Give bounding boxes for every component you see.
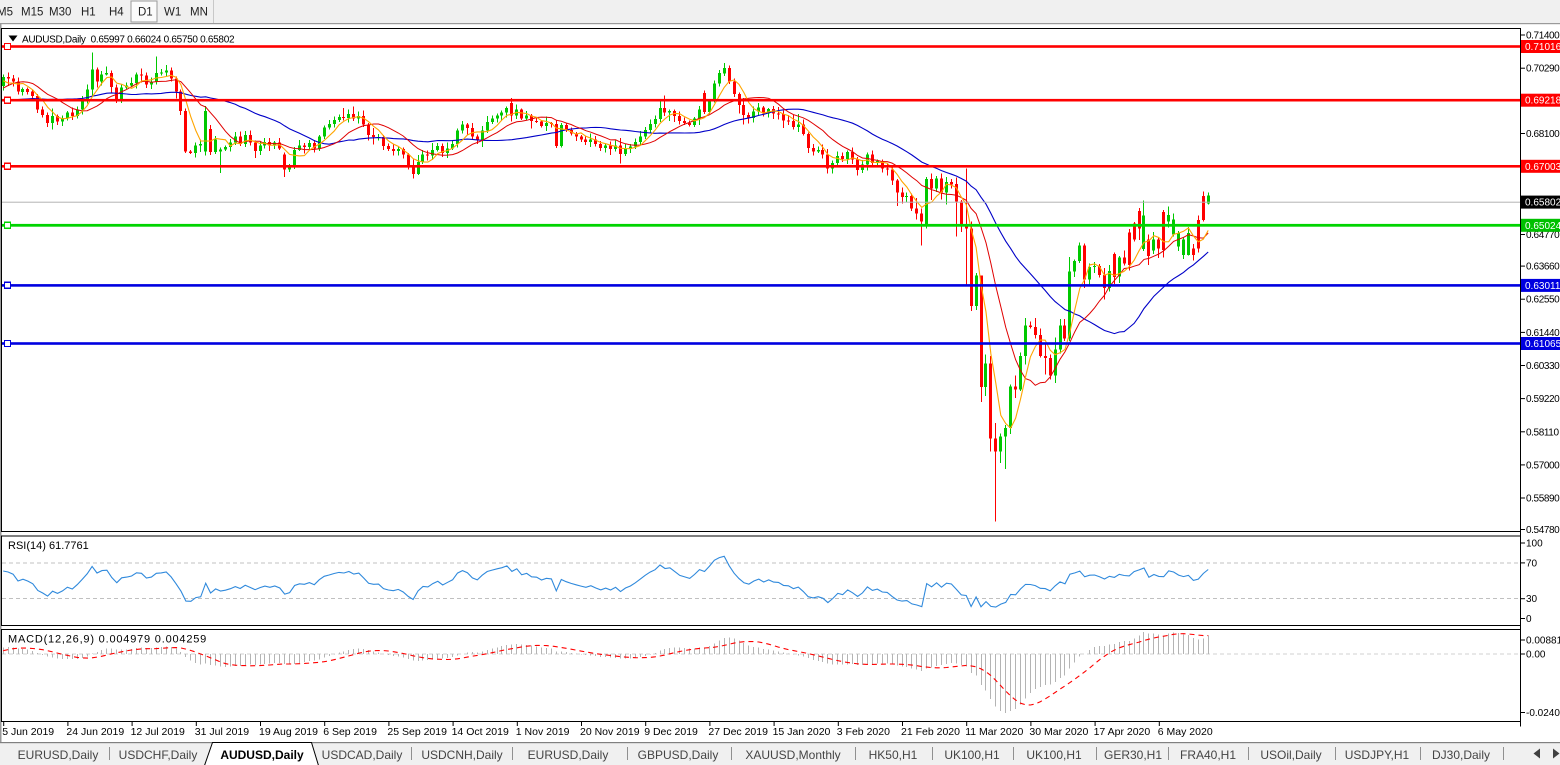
svg-text:100: 100 [1526,539,1543,550]
svg-text:0.63011: 0.63011 [1525,281,1560,292]
svg-text:0.71400: 0.71400 [1526,31,1560,42]
svg-text:D1: D1 [138,7,153,19]
svg-text:1 Nov 2019: 1 Nov 2019 [516,726,570,738]
svg-text:31 Jul 2019: 31 Jul 2019 [195,726,249,738]
svg-text:5 Jun 2019: 5 Jun 2019 [2,726,54,738]
svg-text:MN: MN [190,7,208,19]
svg-text:20 Nov 2019: 20 Nov 2019 [580,726,640,738]
svg-text:0.67003: 0.67003 [1525,162,1560,173]
svg-text:30: 30 [1526,594,1538,605]
svg-text:0.008815: 0.008815 [1526,636,1560,647]
svg-text:0.69218: 0.69218 [1525,96,1560,107]
svg-text:0.59220: 0.59220 [1526,394,1560,405]
svg-text:0.65024: 0.65024 [1525,221,1560,232]
svg-text:14 Oct 2019: 14 Oct 2019 [452,726,509,738]
svg-text:RSI(14) 61.7761: RSI(14) 61.7761 [8,540,89,552]
svg-text:GBPUSD,Daily: GBPUSD,Daily [638,748,719,762]
svg-text:M5: M5 [0,7,13,19]
svg-text:12 Jul 2019: 12 Jul 2019 [131,726,185,738]
svg-text:15 Jan 2020: 15 Jan 2020 [773,726,831,738]
svg-text:GER30,H1: GER30,H1 [1104,748,1162,762]
svg-text:USDJPY,H1: USDJPY,H1 [1345,748,1410,762]
svg-text:30 Mar 2020: 30 Mar 2020 [1029,726,1088,738]
svg-text:0.61440: 0.61440 [1526,328,1560,339]
svg-text:W1: W1 [164,7,181,19]
svg-text:17 Apr 2020: 17 Apr 2020 [1094,726,1151,738]
svg-text:0.61065: 0.61065 [1525,339,1560,350]
svg-text:M30: M30 [49,7,71,19]
svg-text:0.58110: 0.58110 [1526,427,1559,438]
svg-text:24 Jun 2019: 24 Jun 2019 [66,726,124,738]
svg-text:11 Mar 2020: 11 Mar 2020 [965,726,1023,738]
svg-text:FRA40,H1: FRA40,H1 [1180,748,1236,762]
svg-text:0.62550: 0.62550 [1526,295,1560,306]
svg-text:19 Aug 2019: 19 Aug 2019 [259,726,318,738]
svg-text:USDCHF,Daily: USDCHF,Daily [119,748,198,762]
svg-text:6 May 2020: 6 May 2020 [1158,726,1213,738]
svg-text:H1: H1 [81,7,96,19]
svg-text:6 Sep 2019: 6 Sep 2019 [323,726,377,738]
svg-text:UK100,H1: UK100,H1 [1026,748,1082,762]
svg-text:25 Sep 2019: 25 Sep 2019 [387,726,447,738]
svg-text:XAUUSD,Monthly: XAUUSD,Monthly [745,748,840,762]
svg-text:0: 0 [1526,614,1532,625]
svg-text:AUDUSD,Daily: AUDUSD,Daily [220,748,304,762]
svg-text:70: 70 [1526,558,1538,569]
svg-text:9 Dec 2019: 9 Dec 2019 [644,726,698,738]
svg-text:0.55890: 0.55890 [1526,494,1560,505]
svg-text:AUDUSD,Daily 0.65997 0.66024: AUDUSD,Daily 0.65997 0.66024 0.65750 0.6… [22,35,235,46]
svg-text:-0.02408: -0.02408 [1526,708,1560,719]
svg-text:H4: H4 [109,7,124,19]
svg-text:0.54780: 0.54780 [1526,525,1560,536]
svg-text:USOil,Daily: USOil,Daily [1260,748,1321,762]
svg-text:MACD(12,26,9) 0.004979 0.00425: MACD(12,26,9) 0.004979 0.004259 [8,634,207,646]
svg-text:HK50,H1: HK50,H1 [869,748,918,762]
svg-text:USDCNH,Daily: USDCNH,Daily [421,748,502,762]
svg-text:27 Dec 2019: 27 Dec 2019 [708,726,768,738]
svg-text:UK100,H1: UK100,H1 [944,748,1000,762]
svg-text:M15: M15 [21,7,43,19]
svg-text:USDCAD,Daily: USDCAD,Daily [322,748,403,762]
svg-text:21 Feb 2020: 21 Feb 2020 [901,726,960,738]
svg-text:EURUSD,Daily: EURUSD,Daily [18,748,99,762]
svg-text:EURUSD,Daily: EURUSD,Daily [528,748,609,762]
svg-text:0.68100: 0.68100 [1526,129,1560,140]
svg-text:0.63660: 0.63660 [1526,262,1560,273]
svg-text:0.00: 0.00 [1526,650,1546,661]
svg-text:0.57000: 0.57000 [1526,460,1560,471]
svg-text:0.70290: 0.70290 [1526,64,1560,75]
svg-text:0.64770: 0.64770 [1526,230,1560,241]
svg-text:0.65802: 0.65802 [1525,198,1560,209]
svg-text:0.60330: 0.60330 [1526,361,1560,372]
svg-text:0.71016: 0.71016 [1525,42,1560,53]
svg-text:DJ30,Daily: DJ30,Daily [1432,748,1490,762]
svg-text:3 Feb 2020: 3 Feb 2020 [837,726,890,738]
